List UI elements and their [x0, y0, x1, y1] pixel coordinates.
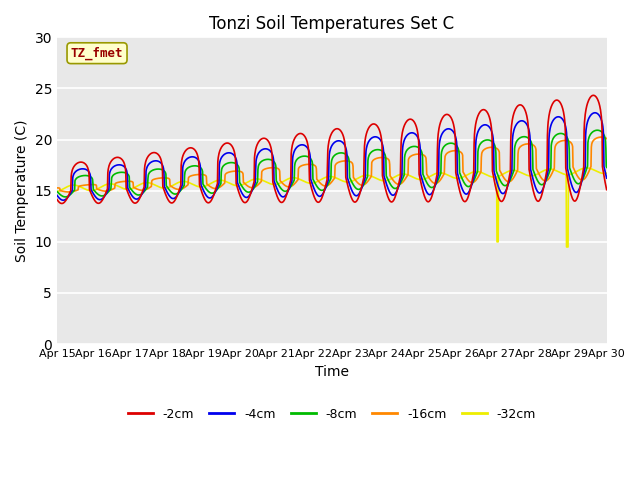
- Title: Tonzi Soil Temperatures Set C: Tonzi Soil Temperatures Set C: [209, 15, 454, 33]
- Text: TZ_fmet: TZ_fmet: [71, 47, 124, 60]
- X-axis label: Time: Time: [315, 364, 349, 379]
- Y-axis label: Soil Temperature (C): Soil Temperature (C): [15, 120, 29, 262]
- Legend: -2cm, -4cm, -8cm, -16cm, -32cm: -2cm, -4cm, -8cm, -16cm, -32cm: [123, 403, 541, 426]
